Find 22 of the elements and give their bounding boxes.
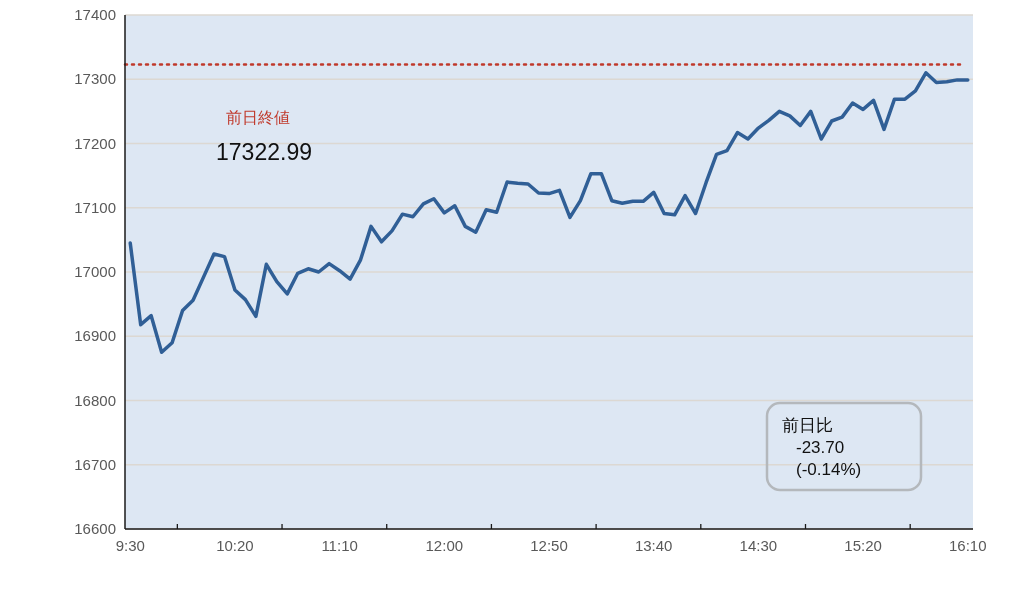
line-series xyxy=(128,71,970,355)
ref-line-label: 前日終値 xyxy=(226,109,290,126)
y-tick-label: 17100 xyxy=(74,198,116,216)
x-tick-label: 12:00 xyxy=(425,537,464,554)
x-tick-label: 10:20 xyxy=(216,537,254,554)
y-tick-label: 17000 xyxy=(74,263,116,280)
y-tick-label: 17300 xyxy=(74,70,116,88)
x-tick-label: 16:10 xyxy=(948,537,987,554)
x-tick-label: 15:20 xyxy=(844,537,882,554)
annotation: 17322.99 xyxy=(216,139,312,165)
y-tick-label: 16600 xyxy=(74,520,116,537)
y-tick-label: 16700 xyxy=(74,455,116,473)
x-tick-label: 12:50 xyxy=(530,537,568,554)
x-tick-label: 9:30 xyxy=(115,537,145,554)
y-tick-label: 16800 xyxy=(74,391,116,409)
y-tick-label: 17200 xyxy=(74,134,116,152)
x-tick-label: 11:10 xyxy=(321,537,358,554)
x-tick-label: 14:30 xyxy=(739,537,778,554)
y-tick-label: 16900 xyxy=(74,327,116,345)
y-tick-label: 17400 xyxy=(74,6,116,23)
x-tick-label: 13:40 xyxy=(634,537,673,554)
annotation: 前日比 -23.70 (-0.14%) xyxy=(782,416,862,479)
